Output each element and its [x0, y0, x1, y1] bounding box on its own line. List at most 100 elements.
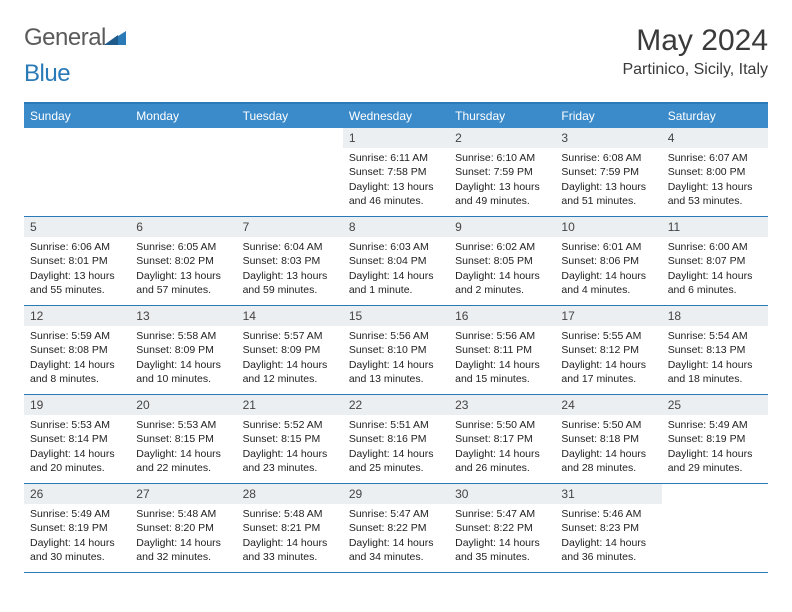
day-details: Sunrise: 6:05 AMSunset: 8:02 PMDaylight:… [130, 237, 236, 303]
sunrise-text: Sunrise: 5:56 AM [455, 329, 549, 343]
logo-text: GeneralBlue [24, 24, 126, 88]
sunrise-text: Sunrise: 5:50 AM [455, 418, 549, 432]
day-number: 2 [449, 128, 555, 148]
sunset-text: Sunset: 8:03 PM [243, 254, 337, 268]
sunrise-text: Sunrise: 5:53 AM [30, 418, 124, 432]
day-number: 30 [449, 484, 555, 504]
calendar-day-cell: 8Sunrise: 6:03 AMSunset: 8:04 PMDaylight… [343, 217, 449, 305]
daylight-text: Daylight: 14 hours and 10 minutes. [136, 358, 230, 386]
sunrise-text: Sunrise: 5:46 AM [561, 507, 655, 521]
logo-part1: General [24, 24, 106, 51]
day-details: Sunrise: 6:07 AMSunset: 8:00 PMDaylight:… [662, 148, 768, 214]
sunset-text: Sunset: 8:15 PM [243, 432, 337, 446]
day-number: 27 [130, 484, 236, 504]
sunset-text: Sunset: 8:17 PM [455, 432, 549, 446]
sunset-text: Sunset: 7:58 PM [349, 165, 443, 179]
day-number: 9 [449, 217, 555, 237]
daylight-text: Daylight: 14 hours and 12 minutes. [243, 358, 337, 386]
day-number: 14 [237, 306, 343, 326]
daylight-text: Daylight: 14 hours and 15 minutes. [455, 358, 549, 386]
day-details: Sunrise: 5:55 AMSunset: 8:12 PMDaylight:… [555, 326, 661, 392]
calendar-week-row: 19Sunrise: 5:53 AMSunset: 8:14 PMDayligh… [24, 395, 768, 484]
day-number: 8 [343, 217, 449, 237]
daylight-text: Daylight: 14 hours and 6 minutes. [668, 269, 762, 297]
sunrise-text: Sunrise: 6:06 AM [30, 240, 124, 254]
sunset-text: Sunset: 8:04 PM [349, 254, 443, 268]
calendar-day-cell: 25Sunrise: 5:49 AMSunset: 8:19 PMDayligh… [662, 395, 768, 483]
daylight-text: Daylight: 13 hours and 59 minutes. [243, 269, 337, 297]
day-details: Sunrise: 5:53 AMSunset: 8:14 PMDaylight:… [24, 415, 130, 481]
calendar-day-cell: 10Sunrise: 6:01 AMSunset: 8:06 PMDayligh… [555, 217, 661, 305]
day-number: 3 [555, 128, 661, 148]
daylight-text: Daylight: 14 hours and 1 minute. [349, 269, 443, 297]
calendar-day-cell: 17Sunrise: 5:55 AMSunset: 8:12 PMDayligh… [555, 306, 661, 394]
sunset-text: Sunset: 8:23 PM [561, 521, 655, 535]
day-details: Sunrise: 5:48 AMSunset: 8:20 PMDaylight:… [130, 504, 236, 570]
day-details: Sunrise: 6:00 AMSunset: 8:07 PMDaylight:… [662, 237, 768, 303]
day-of-week-header: Wednesday [343, 104, 449, 128]
sunrise-text: Sunrise: 6:11 AM [349, 151, 443, 165]
day-details: Sunrise: 6:04 AMSunset: 8:03 PMDaylight:… [237, 237, 343, 303]
calendar-day-cell [130, 128, 236, 216]
sunset-text: Sunset: 8:11 PM [455, 343, 549, 357]
calendar: SundayMondayTuesdayWednesdayThursdayFrid… [24, 102, 768, 573]
calendar-day-cell: 4Sunrise: 6:07 AMSunset: 8:00 PMDaylight… [662, 128, 768, 216]
day-number: 20 [130, 395, 236, 415]
day-details: Sunrise: 5:51 AMSunset: 8:16 PMDaylight:… [343, 415, 449, 481]
logo: GeneralBlue [24, 24, 126, 88]
daylight-text: Daylight: 14 hours and 32 minutes. [136, 536, 230, 564]
daylight-text: Daylight: 14 hours and 29 minutes. [668, 447, 762, 475]
month-title: May 2024 [622, 24, 768, 57]
day-number: 1 [343, 128, 449, 148]
daylight-text: Daylight: 13 hours and 51 minutes. [561, 180, 655, 208]
day-number: 13 [130, 306, 236, 326]
day-number: 17 [555, 306, 661, 326]
calendar-day-cell: 18Sunrise: 5:54 AMSunset: 8:13 PMDayligh… [662, 306, 768, 394]
calendar-day-cell: 2Sunrise: 6:10 AMSunset: 7:59 PMDaylight… [449, 128, 555, 216]
sunset-text: Sunset: 8:00 PM [668, 165, 762, 179]
daylight-text: Daylight: 14 hours and 17 minutes. [561, 358, 655, 386]
day-details: Sunrise: 5:59 AMSunset: 8:08 PMDaylight:… [24, 326, 130, 392]
sunrise-text: Sunrise: 6:04 AM [243, 240, 337, 254]
daylight-text: Daylight: 13 hours and 46 minutes. [349, 180, 443, 208]
sunrise-text: Sunrise: 5:57 AM [243, 329, 337, 343]
calendar-day-cell: 20Sunrise: 5:53 AMSunset: 8:15 PMDayligh… [130, 395, 236, 483]
day-number: 15 [343, 306, 449, 326]
sunset-text: Sunset: 7:59 PM [455, 165, 549, 179]
calendar-day-cell: 11Sunrise: 6:00 AMSunset: 8:07 PMDayligh… [662, 217, 768, 305]
daylight-text: Daylight: 14 hours and 8 minutes. [30, 358, 124, 386]
sunset-text: Sunset: 8:16 PM [349, 432, 443, 446]
day-details: Sunrise: 5:54 AMSunset: 8:13 PMDaylight:… [662, 326, 768, 392]
daylight-text: Daylight: 14 hours and 4 minutes. [561, 269, 655, 297]
day-number: 10 [555, 217, 661, 237]
day-details: Sunrise: 6:03 AMSunset: 8:04 PMDaylight:… [343, 237, 449, 303]
calendar-day-cell: 7Sunrise: 6:04 AMSunset: 8:03 PMDaylight… [237, 217, 343, 305]
day-number: 28 [237, 484, 343, 504]
daylight-text: Daylight: 13 hours and 49 minutes. [455, 180, 549, 208]
daylight-text: Daylight: 14 hours and 33 minutes. [243, 536, 337, 564]
sunrise-text: Sunrise: 5:51 AM [349, 418, 443, 432]
daylight-text: Daylight: 14 hours and 30 minutes. [30, 536, 124, 564]
day-number: 6 [130, 217, 236, 237]
day-number: 5 [24, 217, 130, 237]
daylight-text: Daylight: 13 hours and 55 minutes. [30, 269, 124, 297]
calendar-day-cell [662, 484, 768, 572]
sunrise-text: Sunrise: 5:49 AM [30, 507, 124, 521]
daylight-text: Daylight: 14 hours and 35 minutes. [455, 536, 549, 564]
day-details: Sunrise: 6:06 AMSunset: 8:01 PMDaylight:… [24, 237, 130, 303]
calendar-day-cell: 5Sunrise: 6:06 AMSunset: 8:01 PMDaylight… [24, 217, 130, 305]
day-of-week-header: Saturday [662, 104, 768, 128]
sunset-text: Sunset: 8:14 PM [30, 432, 124, 446]
daylight-text: Daylight: 14 hours and 25 minutes. [349, 447, 443, 475]
sunset-text: Sunset: 8:22 PM [349, 521, 443, 535]
day-of-week-header: Sunday [24, 104, 130, 128]
day-number: 29 [343, 484, 449, 504]
day-details: Sunrise: 5:49 AMSunset: 8:19 PMDaylight:… [662, 415, 768, 481]
sunset-text: Sunset: 8:07 PM [668, 254, 762, 268]
day-details: Sunrise: 5:53 AMSunset: 8:15 PMDaylight:… [130, 415, 236, 481]
daylight-text: Daylight: 14 hours and 34 minutes. [349, 536, 443, 564]
daylight-text: Daylight: 13 hours and 57 minutes. [136, 269, 230, 297]
daylight-text: Daylight: 14 hours and 23 minutes. [243, 447, 337, 475]
day-of-week-row: SundayMondayTuesdayWednesdayThursdayFrid… [24, 104, 768, 128]
sunrise-text: Sunrise: 6:03 AM [349, 240, 443, 254]
